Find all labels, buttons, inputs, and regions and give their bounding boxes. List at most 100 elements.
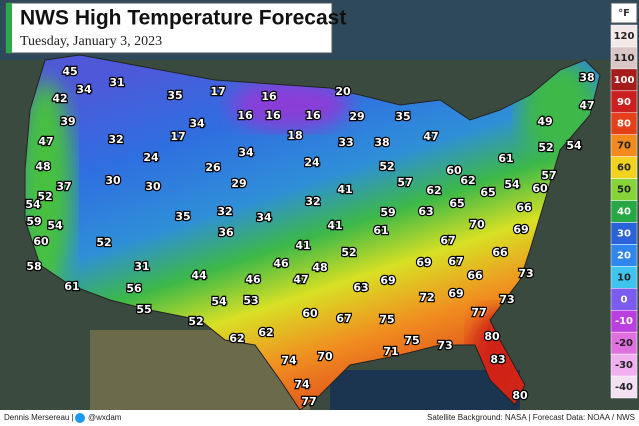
- temperature-label: 47: [38, 135, 53, 148]
- legend-label: 100: [614, 75, 635, 86]
- temperature-label: 62: [426, 184, 441, 197]
- temperature-label: 62: [229, 332, 244, 345]
- temperature-label: 31: [109, 76, 124, 89]
- legend-label: 80: [617, 119, 631, 130]
- temperature-label: 39: [60, 115, 75, 128]
- legend-unit: °F: [618, 8, 630, 19]
- legend-label: 110: [614, 53, 635, 64]
- temperature-label: 63: [353, 281, 368, 294]
- temperature-label: 34: [189, 117, 205, 130]
- temperature-label: 67: [448, 255, 463, 268]
- temperature-label: 69: [380, 274, 395, 287]
- temperature-label: 47: [423, 130, 438, 143]
- temperature-label: 17: [170, 130, 185, 143]
- temperature-label: 71: [383, 345, 398, 358]
- temperature-label: 59: [380, 206, 395, 219]
- temperature-label: 65: [449, 197, 464, 210]
- temperature-label: 70: [469, 218, 485, 231]
- temperature-label: 77: [471, 306, 486, 319]
- temperature-label: 46: [245, 273, 261, 286]
- temperature-label: 48: [35, 160, 50, 173]
- temperature-label: 60: [446, 164, 462, 177]
- temperature-label: 52: [379, 160, 394, 173]
- temperature-label: 65: [480, 186, 495, 199]
- temperature-label: 54: [211, 295, 227, 308]
- temperature-label: 24: [304, 156, 320, 169]
- title-box: [5, 2, 333, 54]
- temperature-label: 30: [105, 174, 121, 187]
- temperature-label: 74: [281, 354, 297, 367]
- temperature-label: 57: [397, 176, 412, 189]
- us-outline: [24, 54, 601, 411]
- temperature-label: 16: [261, 90, 277, 103]
- legend-label: -10: [615, 316, 633, 327]
- temperature-label: 72: [419, 291, 434, 304]
- legend-label: 60: [617, 163, 631, 174]
- footer-bar: [0, 410, 639, 426]
- temperature-label: 60: [33, 235, 49, 248]
- temperature-label: 60: [302, 307, 318, 320]
- temperature-label: 61: [498, 152, 513, 165]
- temperature-labels: 45 31 42 34 35 17 16 20 38 47 39 16 16 16 29 35 34 18 49 32…: [24, 64, 596, 409]
- legend: °F 1201101009080706050403020100-10-20-30…: [610, 2, 638, 399]
- legend-swatch: [610, 375, 638, 399]
- temperature-label: 74: [294, 378, 310, 391]
- temperature-label: 60: [532, 182, 548, 195]
- legend-label: 70: [617, 141, 631, 152]
- temperature-label: 63: [418, 205, 433, 218]
- temperature-label: 41: [337, 183, 352, 196]
- temperature-label: 17: [210, 85, 225, 98]
- temperature-label: 41: [295, 239, 310, 252]
- legend-label: 120: [614, 31, 635, 42]
- temperature-label: 16: [265, 109, 281, 122]
- temperature-label: 49: [537, 115, 552, 128]
- temperature-label: 38: [579, 71, 594, 84]
- temperature-label: 62: [258, 326, 273, 339]
- title-accent: [6, 3, 12, 53]
- temperature-label: 54: [47, 219, 63, 232]
- temperature-label: 35: [395, 110, 410, 123]
- temperature-label: 61: [373, 224, 388, 237]
- temperature-label: 41: [327, 219, 342, 232]
- temperature-label: 44: [191, 269, 207, 282]
- temperature-label: 31: [134, 260, 149, 273]
- legend-label: 30: [617, 228, 631, 239]
- temperature-label: 34: [76, 83, 92, 96]
- temperature-label: 54: [504, 178, 520, 191]
- temperature-label: 83: [490, 353, 505, 366]
- footer-handle: @wxdam: [88, 413, 122, 422]
- temperature-label: 67: [440, 234, 455, 247]
- temperature-label: 18: [287, 129, 302, 142]
- temperature-label: 42: [52, 92, 67, 105]
- twitter-icon: [75, 413, 85, 423]
- temperature-label: 66: [516, 201, 532, 214]
- temperature-label: 59: [26, 215, 41, 228]
- temperature-label: 48: [312, 261, 327, 274]
- temperature-label: 36: [218, 226, 234, 239]
- temperature-label: 52: [37, 190, 52, 203]
- temperature-label: 29: [231, 177, 246, 190]
- legend-label: -40: [615, 382, 633, 393]
- temperature-label: 61: [64, 280, 79, 293]
- temperature-label: 66: [492, 246, 508, 259]
- temperature-label: 62: [460, 174, 475, 187]
- legend-label: 0: [621, 294, 628, 305]
- legend-label: -20: [615, 338, 633, 349]
- temperature-label: 33: [338, 136, 353, 149]
- legend-label: 20: [617, 250, 631, 261]
- subtitle: Tuesday, January 3, 2023: [20, 34, 162, 49]
- legend-label: 50: [617, 185, 631, 196]
- temperature-label: 75: [404, 334, 419, 347]
- temperature-label: 56: [126, 282, 142, 295]
- temperature-label: 34: [256, 211, 272, 224]
- temperature-label: 53: [243, 294, 258, 307]
- temperature-label: 69: [513, 223, 528, 236]
- temperature-label: 35: [175, 210, 190, 223]
- temperature-label: 30: [145, 180, 161, 193]
- temperature-label: 20: [335, 85, 351, 98]
- temperature-label: 32: [217, 205, 232, 218]
- temperature-label: 37: [56, 180, 71, 193]
- temperature-label: 52: [188, 315, 203, 328]
